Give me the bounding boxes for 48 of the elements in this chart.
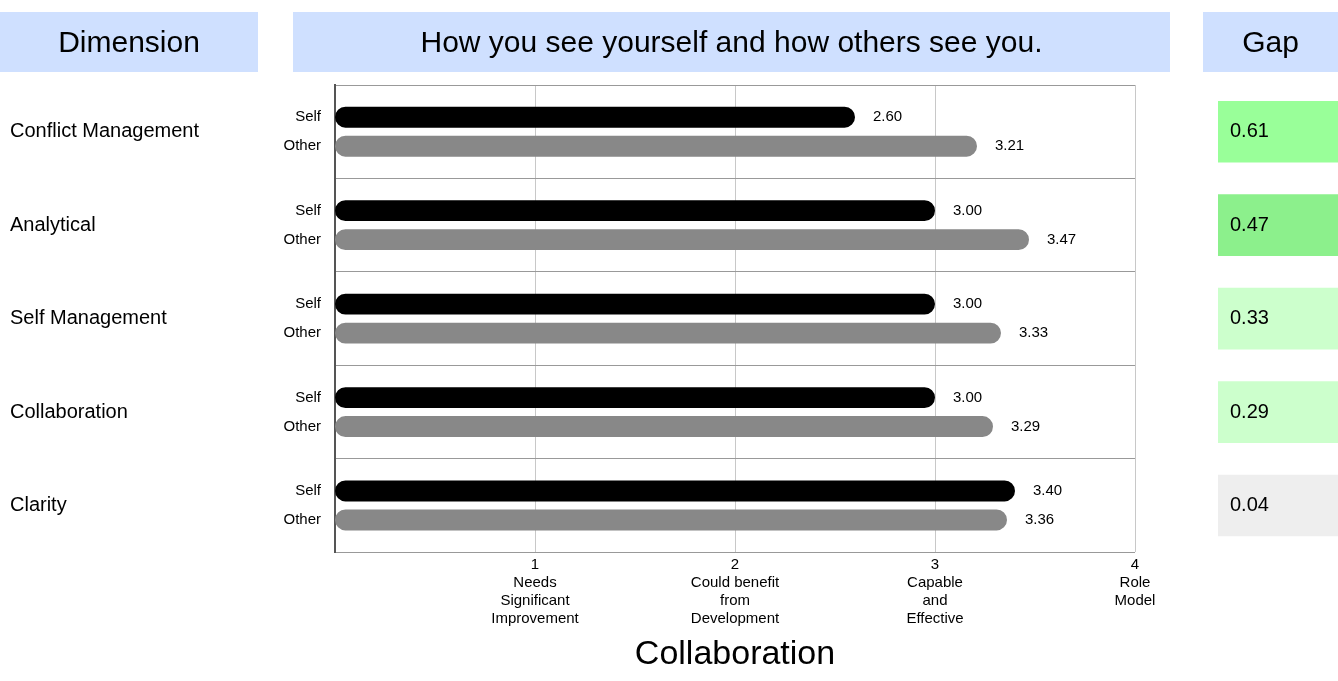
data-label: 3.33 [1019,323,1049,341]
data-label: 3.47 [1047,229,1077,247]
bar [335,480,1015,502]
data-label: 0.29 [1230,399,1269,422]
y-tick-label: Collaboration [10,399,128,422]
text: Other [283,136,321,154]
y-tick-label: Conflict Management [10,119,200,142]
text: Self [295,200,321,218]
data-label: 3.00 [953,200,983,218]
data-label: 3.29 [1011,416,1041,434]
series-label: Self [295,481,322,499]
bar [335,322,1001,344]
bar [335,200,935,222]
chart-title: Gap [1203,12,1338,72]
data-label: 3.40 [1033,481,1063,499]
data-label: 3.21 [995,136,1025,154]
bar [335,293,935,315]
y-tick-label: Clarity [10,493,67,515]
data-label: 2.60 [873,107,903,125]
bar [335,416,993,437]
bar [335,387,935,408]
text: Self [295,107,321,125]
x-tick-label: 1 Needs Significant Improvement [491,555,580,627]
x-tick-label: 3 Capable and Effective [906,555,964,627]
y-axis-title: Dimension [0,12,258,72]
x-axis-title: Collaboration [634,632,836,671]
x-tick-label: 4 Role Model [1114,555,1156,609]
bar [335,229,1029,251]
bar [335,509,1007,531]
text: Other [283,416,321,434]
y-tick-label: Analytical [10,212,96,235]
data-label: 3.00 [953,387,983,405]
series-label: Other [283,229,321,247]
bar [335,135,977,157]
chart-title: How you see yourself and how others see you. [293,12,1170,72]
data-label: 3.00 [953,294,983,312]
y-tick-label: Self Management [10,306,168,329]
data-label: 0.61 [1230,119,1269,142]
text: Other [283,323,321,341]
data-label: 0.33 [1230,306,1269,329]
text: Self [295,387,321,405]
text: Self [295,294,321,312]
data-label: 0.04 [1230,493,1269,515]
text: Other [283,510,321,528]
bar [335,106,855,128]
data-label: 3.36 [1025,510,1055,528]
data-label: 0.47 [1230,212,1269,235]
x-tick-label: 2 Could benefit from Development [690,555,781,627]
